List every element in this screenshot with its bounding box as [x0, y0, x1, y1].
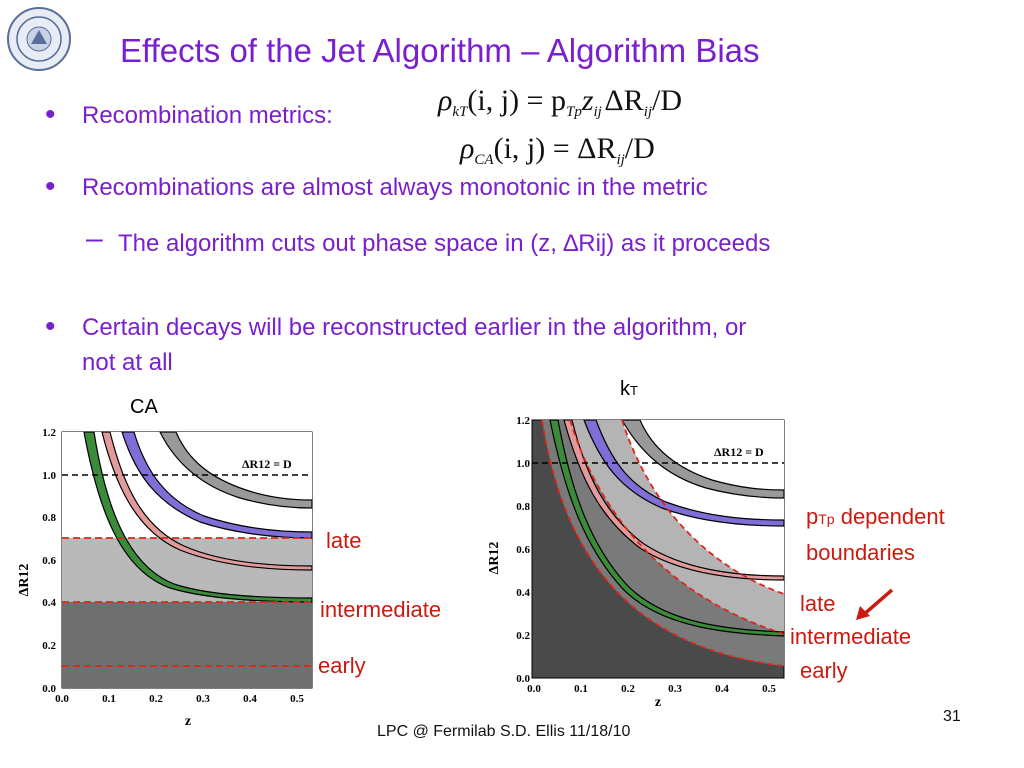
ca-late-label: late [326, 528, 362, 553]
kt-xtick: 0.2 [621, 683, 635, 695]
ca-ytick: 0.2 [42, 640, 56, 652]
bullet-icon: • [45, 170, 56, 203]
kt-ytick: 0.4 [516, 587, 530, 599]
ca-xlabel: z [185, 714, 191, 729]
footer-text: LPC @ Fermilab S.D. Ellis 11/18/10 [377, 723, 631, 740]
ca-xtick: 0.1 [102, 693, 116, 705]
kt-ytick: 1.0 [516, 458, 530, 470]
ca-ytick: 0.8 [42, 512, 56, 524]
kt-late-label: late [800, 591, 836, 616]
kt-ytick: 1.2 [516, 415, 530, 427]
kt-xtick: 0.1 [574, 683, 588, 695]
kt-xtick: 0.3 [668, 683, 682, 695]
ca-early-label: early [318, 653, 366, 678]
kt-ytick: 0.0 [516, 673, 530, 685]
kt-plot-label: kT [620, 378, 638, 400]
kt-late-boundary [621, 419, 785, 595]
ca-intermediate-label: intermediate [320, 597, 442, 622]
kt-xlabel: z [655, 695, 661, 708]
ca-phase-space-plot: ΔR12 = D 0.0 0.2 0.4 0.6 0.8 1.0 1.2 0.0… [17, 427, 313, 729]
kt-intermediate-label: intermediate [790, 624, 912, 649]
kt-ylabel: ΔR12 [487, 542, 502, 575]
ca-xtick: 0.2 [149, 693, 163, 705]
bullet-icon: • [45, 310, 56, 343]
ca-ytick: 1.0 [42, 470, 56, 482]
ca-xtick: 0.0 [55, 693, 69, 705]
bullet-icon: • [45, 98, 56, 131]
ca-ytick: 0.0 [42, 683, 56, 695]
ca-xtick: 0.4 [243, 693, 257, 705]
dash-icon: – [86, 222, 103, 255]
kt-xtick: 0.5 [762, 683, 776, 695]
formula-ca-metric: ρCA(i, j) = ΔRij/D [460, 132, 655, 168]
kt-early-label: early [800, 658, 848, 683]
bullet-monotonic: Recombinations are almost always monoton… [82, 174, 708, 201]
bullet-decays-line2: not at all [82, 349, 173, 376]
ca-xtick: 0.5 [290, 693, 304, 705]
kt-intermediate-boundary [569, 419, 785, 635]
kt-xtick: 0.0 [527, 683, 541, 695]
ca-ytick: 0.6 [42, 555, 56, 567]
kt-early-boundary [541, 419, 785, 667]
kt-pink-band [563, 419, 785, 581]
kt-xtick: 0.4 [715, 683, 729, 695]
sub-bullet-phase-space: The algorithm cuts out phase space in (z… [118, 230, 771, 257]
ca-gray-band [159, 431, 313, 509]
ca-green-band [83, 431, 313, 603]
kt-green-band [549, 419, 785, 637]
page-number: 31 [943, 708, 961, 725]
ca-ytick: 1.2 [42, 427, 56, 439]
ca-xtick: 0.3 [196, 693, 210, 705]
ca-pink-band [101, 431, 313, 571]
red-arrow-icon [856, 588, 894, 620]
kt-phase-space-plot: ΔR12 = D 0.0 0.2 0.4 0.6 0.8 1.0 1.2 0.0… [487, 415, 785, 708]
ca-ylabel: ΔR12 [17, 564, 32, 597]
kt-d-line-label: ΔR12 = D [714, 445, 764, 459]
kt-ytick: 0.8 [516, 501, 530, 513]
kt-boundaries-label: boundaries [806, 540, 915, 565]
ca-d-line-label: ΔR12 = D [242, 457, 292, 471]
ca-plot-label: CA [130, 396, 158, 418]
formula-kt-metric: ρkT(i, j) = pTpzij ΔRij/D [438, 84, 683, 120]
kt-ptp-dependent-label: pTp dependent [806, 504, 945, 529]
bullet-recombination-metrics: Recombination metrics: [82, 102, 333, 129]
ca-ytick: 0.4 [42, 597, 56, 609]
bullet-decays-line1: Certain decays will be reconstructed ear… [82, 314, 747, 341]
ca-early-region [62, 602, 312, 688]
slide-title: Effects of the Jet Algorithm – Algorithm… [120, 32, 760, 69]
ca-blue-band [121, 431, 313, 539]
kt-ytick: 0.2 [516, 630, 530, 642]
kt-ytick: 0.6 [516, 544, 530, 556]
university-seal-logo [6, 6, 72, 72]
kt-blue-band [583, 419, 785, 527]
